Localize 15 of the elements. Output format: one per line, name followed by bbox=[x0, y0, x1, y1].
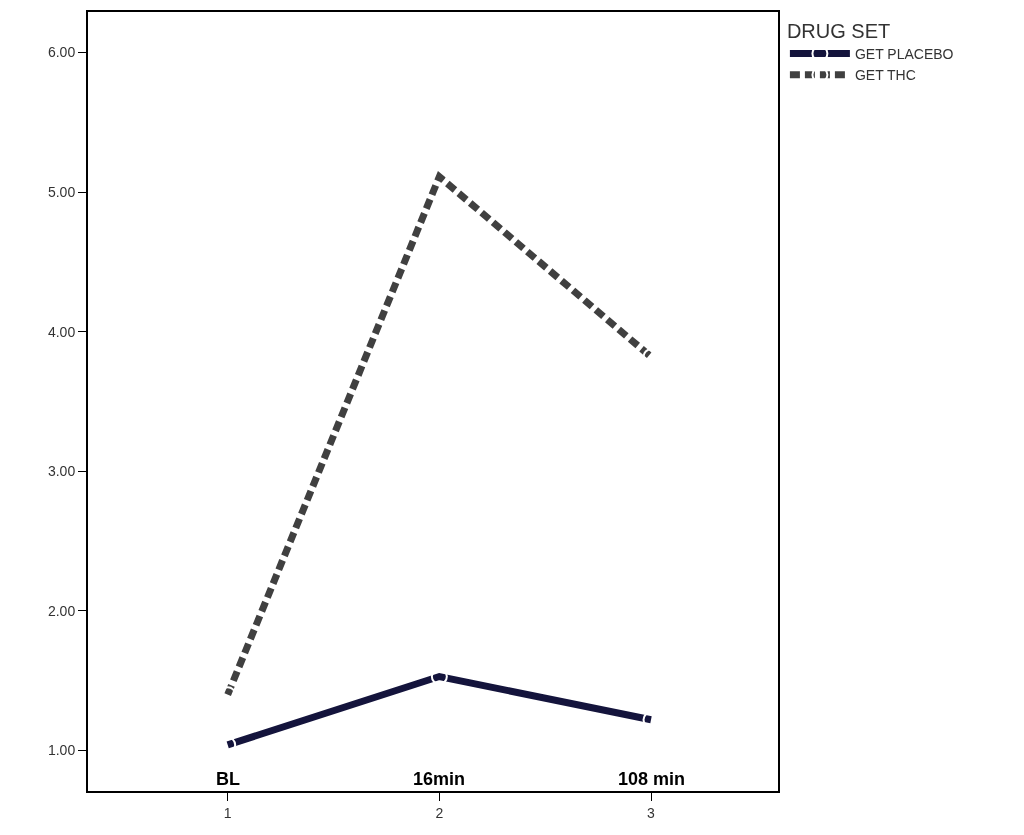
x-tick-label: 3 bbox=[647, 804, 656, 821]
y-tick-label: 6.00 bbox=[47, 44, 76, 61]
legend-label: GET PLACEBO bbox=[854, 46, 954, 63]
legend-title: DRUG SET bbox=[786, 20, 891, 42]
y-tick-label: 3.00 bbox=[47, 463, 76, 480]
y-tick-label: 4.00 bbox=[47, 323, 76, 340]
annotation: 108 min bbox=[618, 769, 686, 789]
x-tick-label: 1 bbox=[223, 804, 232, 821]
y-tick-label: 5.00 bbox=[47, 183, 76, 200]
legend-label: GET THC bbox=[854, 67, 916, 84]
x-tick-label: 2 bbox=[435, 804, 444, 821]
annotation: BL bbox=[216, 769, 240, 789]
y-tick-label: 1.00 bbox=[47, 742, 76, 759]
y-tick-label: 2.00 bbox=[47, 602, 76, 619]
annotation: 16min bbox=[413, 769, 466, 789]
